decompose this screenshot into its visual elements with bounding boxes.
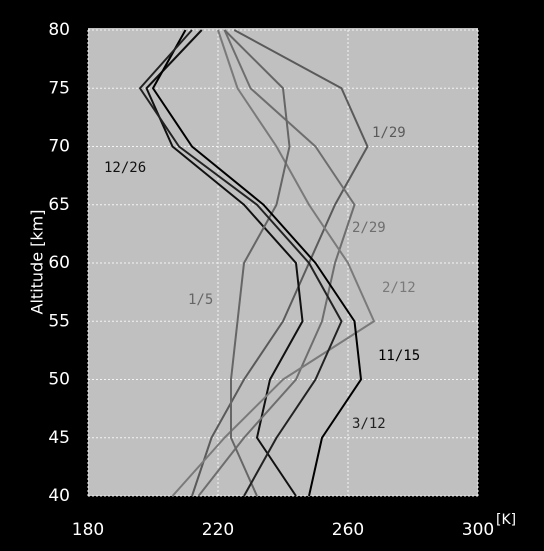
x-axis-unit: [K] [496, 512, 516, 528]
x-tick-label: 180 [72, 520, 104, 540]
x-tick-label: 300 [462, 520, 494, 540]
temperature-line [197, 29, 356, 497]
y-tick-label: 80 [48, 20, 70, 40]
series-label: 11/15 [378, 348, 420, 364]
temperature-line [139, 29, 343, 497]
x-tick-label: 220 [202, 520, 234, 540]
series-label: 2/12 [382, 280, 416, 296]
series-label: 2/29 [352, 220, 386, 236]
temperature-line [152, 29, 362, 497]
y-tick-label: 65 [48, 195, 70, 215]
temperature-line [223, 29, 291, 497]
temperature-line [171, 29, 375, 497]
y-tick-label: 45 [48, 428, 70, 448]
series-label: 12/26 [104, 160, 146, 176]
y-tick-label: 75 [48, 78, 70, 98]
y-axis-label: Altitude [km] [28, 210, 47, 315]
series-label: 1/5 [188, 292, 213, 308]
y-tick-label: 55 [48, 311, 70, 331]
y-tick-label: 60 [48, 253, 70, 273]
series-label: 3/12 [352, 416, 386, 432]
y-tick-label: 50 [48, 370, 70, 390]
y-tick-label: 40 [48, 486, 70, 506]
x-tick-label: 260 [332, 520, 364, 540]
y-tick-label: 70 [48, 137, 70, 157]
series-label: 1/29 [372, 125, 406, 141]
